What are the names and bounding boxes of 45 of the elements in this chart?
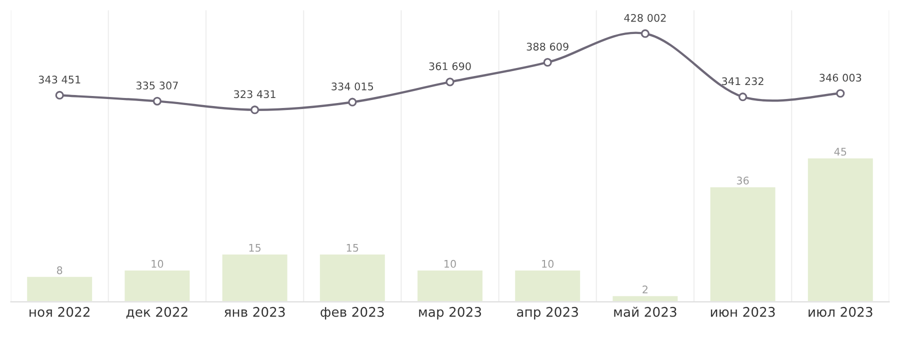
x-tick-label: июл 2023 xyxy=(808,306,872,317)
point xyxy=(836,89,845,98)
x-tick-label: ноя 2022 xyxy=(30,306,90,317)
data-label: 346 003 xyxy=(820,74,862,82)
x-tick-label: дек 2022 xyxy=(126,306,188,319)
bar xyxy=(708,186,777,302)
point xyxy=(55,90,64,100)
data-label: 10 xyxy=(444,260,456,268)
point xyxy=(738,92,748,102)
data-label: 15 xyxy=(249,244,261,252)
x-tick-label: май 2023 xyxy=(614,306,676,317)
data-label: 428 002 xyxy=(624,14,666,22)
bar xyxy=(318,253,386,302)
data-label: 361 690 xyxy=(429,62,471,70)
data-label: 36 xyxy=(736,176,749,184)
bar xyxy=(123,269,192,302)
data-label: 45 xyxy=(834,148,846,156)
x-tick-label: фев 2023 xyxy=(320,306,384,320)
data-label: 323 431 xyxy=(234,90,276,98)
x-tick-label: июн 2023 xyxy=(710,306,775,317)
point xyxy=(348,98,357,106)
bar xyxy=(611,294,680,302)
bar xyxy=(514,269,582,302)
point xyxy=(250,106,260,114)
data-label: 341 232 xyxy=(722,77,764,86)
bar xyxy=(416,269,484,302)
x-tick-label: мар 2023 xyxy=(419,306,482,320)
data-label: 10 xyxy=(542,260,554,268)
point xyxy=(152,96,162,106)
bar xyxy=(806,156,874,302)
bar xyxy=(26,276,94,302)
data-label: 8 xyxy=(56,266,62,274)
data-label: 2 xyxy=(642,286,648,294)
data-label: 15 xyxy=(346,244,358,252)
data-label: 335 307 xyxy=(136,82,178,90)
data-label: 388 609 xyxy=(526,42,568,51)
point xyxy=(446,78,454,86)
point xyxy=(640,29,650,38)
x-tick-label: апр 2023 xyxy=(516,306,578,320)
data-label: 10 xyxy=(152,260,164,268)
point xyxy=(543,58,552,67)
bar xyxy=(220,253,289,302)
x-tick-label: янв 2023 xyxy=(224,306,285,317)
data-label: 334 015 xyxy=(332,82,374,90)
data-label: 343 451 xyxy=(38,76,80,84)
